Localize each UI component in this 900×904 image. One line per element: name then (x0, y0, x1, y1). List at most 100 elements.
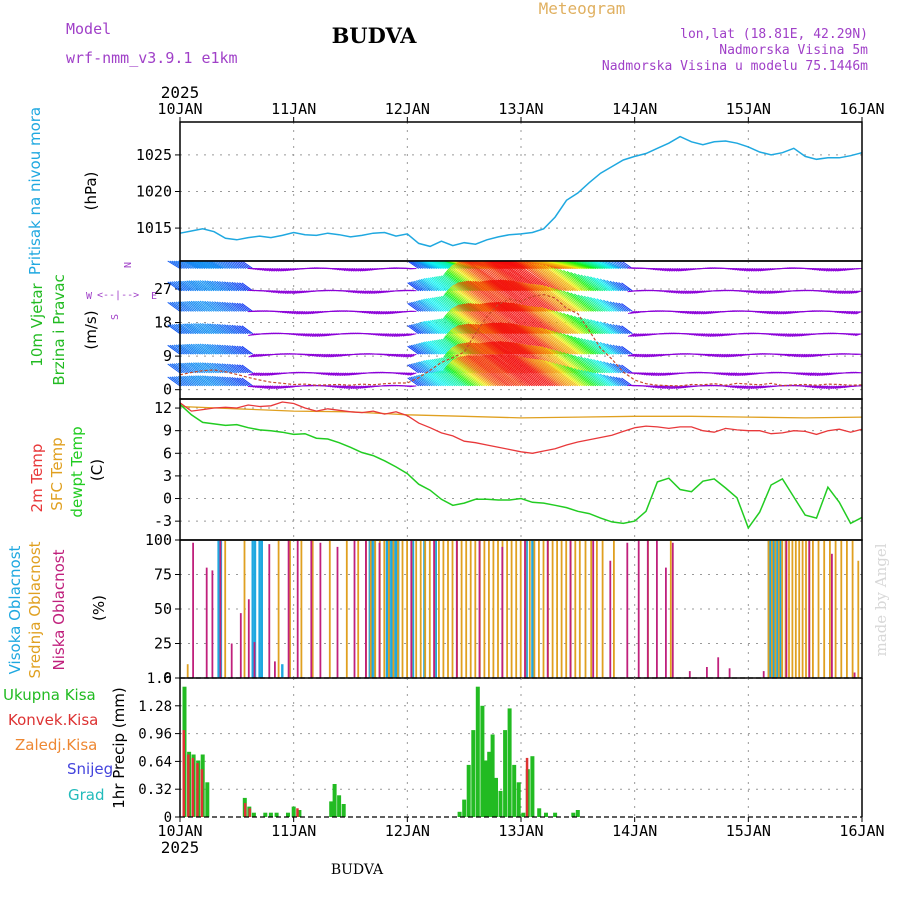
total-rain-bar (292, 807, 296, 817)
dewpt-ylabel: dewpt Temp (68, 426, 86, 517)
compass-west: W (86, 291, 93, 302)
total-rain-bar (499, 791, 503, 817)
wind-ylabel-sub: Brzina i Pravac (50, 274, 68, 385)
pressure-unit: (hPa) (82, 172, 100, 211)
y-tick-label: 0.96 (138, 727, 172, 743)
total-rain-bar (252, 813, 256, 817)
pressure-frame (180, 122, 862, 261)
y-tick-label: 1.28 (138, 699, 172, 715)
wind-arrow (855, 372, 862, 373)
temp-unit: (C) (88, 459, 106, 481)
convective-rain-bar (201, 769, 204, 817)
bottom-date-tick-label: 13JAN (498, 822, 543, 840)
compass-north: N (121, 262, 132, 268)
y-tick-label: 1020 (136, 183, 172, 201)
total-rain-bar (333, 784, 337, 817)
total-rain-bar (503, 730, 507, 817)
y-tick-label: 9 (163, 422, 172, 440)
model-name: wrf-nmm_v3.9.1 e1km (66, 49, 238, 67)
station-title: BUDVA (332, 23, 418, 48)
total-rain-bar (205, 782, 209, 817)
dewpoint-line (180, 404, 862, 528)
model-label: Model (66, 20, 111, 38)
top-date-tick-label: 11JAN (271, 100, 316, 118)
y-tick-label: 75 (154, 566, 172, 584)
y-tick-label: 100 (145, 531, 172, 549)
top-date-tick-label: 15JAN (726, 100, 771, 118)
convective-rain-bar (187, 755, 190, 818)
high-cloud-ylabel: Visoka Oblacnost (6, 545, 24, 674)
total-rain-bar (494, 778, 498, 817)
compass-axis-horizontal: <--|--> (97, 290, 139, 301)
convective-rain-bar (192, 758, 195, 817)
top-date-tick-label: 16JAN (839, 100, 884, 118)
y-tick-label: 6 (163, 444, 172, 462)
y-tick-label: 0 (163, 490, 172, 508)
y-tick-label: 12 (154, 399, 172, 417)
convective-rain-bar (296, 808, 299, 817)
precip-legend-item: Grad (68, 786, 105, 804)
top-date-tick-label: 12JAN (385, 100, 430, 118)
wind-unit: (m/s) (82, 310, 100, 349)
top-date-tick-label: 13JAN (498, 100, 543, 118)
precip-legend-item: Konvek.Kisa (8, 711, 98, 729)
wind-arrow (855, 269, 862, 270)
compass-south: S (110, 314, 121, 320)
total-rain-bar (553, 813, 557, 817)
y-tick-label: 1.6 (147, 671, 172, 687)
wind-ylabel: 10m Vjetar (28, 282, 46, 366)
total-rain-bar (530, 756, 534, 817)
year-label-bottom: 2025 (161, 838, 200, 857)
precip-legend: Ukupna KisaKonvek.KisaZaledj.KisaSnijegG… (3, 686, 113, 804)
y-tick-label: 50 (154, 600, 172, 618)
total-rain-bar (544, 813, 548, 817)
bottom-date-tick-label: 12JAN (385, 822, 430, 840)
total-rain-bar (517, 782, 521, 817)
y-tick-label: 9 (163, 347, 172, 365)
total-rain-bar (512, 765, 516, 817)
bottom-date-tick-label: 14JAN (612, 822, 657, 840)
pressure-ylabel: Pritisak na nivou mora (26, 107, 44, 275)
total-rain-bar (471, 730, 475, 817)
low-cloud-ylabel: Niska Oblacnost (50, 549, 68, 670)
t2m-ylabel: 2m Temp (28, 444, 46, 513)
total-rain-bar (521, 813, 525, 817)
convective-rain-bar (526, 758, 529, 817)
precip-panel: 00.320.640.961.281.6 (138, 671, 862, 826)
precip-ylabel: 1hr Precip (mm) (110, 687, 128, 808)
total-rain-bar (484, 761, 488, 818)
t2m-line (180, 402, 862, 453)
convective-rain-bar (196, 763, 199, 817)
bottom-date-tick-label: 16JAN (839, 822, 884, 840)
bottom-date-tick-label: 11JAN (271, 822, 316, 840)
total-rain-bar (467, 765, 471, 817)
convective-rain-bar (249, 808, 252, 817)
y-tick-label: 1025 (136, 146, 172, 164)
convective-rain-bar (183, 730, 186, 817)
total-rain-bar (342, 804, 346, 817)
cloud-unit: (%) (90, 595, 108, 621)
total-rain-bar (462, 800, 466, 817)
top-date-tick-label: 10JAN (157, 100, 202, 118)
total-rain-bar (576, 810, 580, 817)
total-rain-bar (571, 813, 575, 817)
total-rain-bar (458, 812, 462, 817)
wind-arrow (410, 290, 417, 291)
pressure-line (180, 137, 862, 247)
y-tick-label: 0 (163, 381, 172, 399)
total-rain-bar (275, 813, 279, 817)
y-tick-label: 0.64 (138, 754, 172, 770)
product-title: Meteogram (539, 0, 626, 18)
total-rain-bar (286, 813, 290, 817)
model-elevation-text: Nadmorska Visina u modelu 75.1446m (602, 59, 868, 74)
bottom-date-tick-label: 15JAN (726, 822, 771, 840)
compass-east: E (151, 291, 157, 302)
